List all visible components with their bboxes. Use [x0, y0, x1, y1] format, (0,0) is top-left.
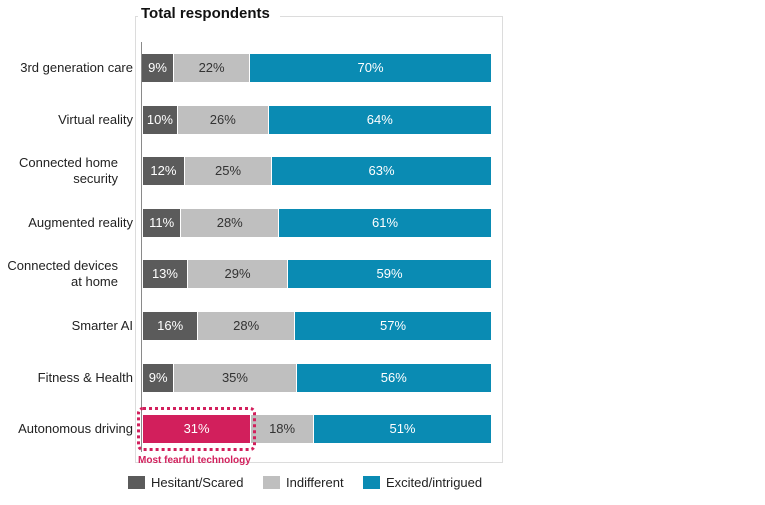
bar-segment-connected-devices-at-home-hesitant-scared: 13%: [142, 260, 187, 289]
bar-segment-autonomous-driving-hesitant-scared: 31%: [142, 415, 251, 444]
bar-segment-connected-home-security-hesitant-scared: 12%: [142, 157, 184, 186]
bar-segment-connected-home-security-indifferent: 25%: [183, 157, 272, 186]
legend-label-excited-intrigued: Excited/intrigued: [386, 475, 483, 490]
bar-segment-augmented-reality-hesitant-scared: 11%: [142, 208, 181, 237]
highlight-box: [137, 407, 257, 452]
bar-segment-augmented-reality-excited-intrigued: 61%: [278, 208, 491, 237]
chart-title: Total respondents: [138, 5, 280, 22]
legend-swatch-indifferent: [263, 476, 280, 489]
bar-segment-connected-devices-at-home-indifferent: 29%: [186, 260, 288, 289]
bar-segment-fitness-health-excited-intrigued: 56%: [295, 363, 491, 392]
category-label-autonomous-driving: Autonomous driving: [18, 421, 133, 437]
category-label-connected-devices-at-home: Connected devices at home: [7, 258, 118, 290]
category-axis-line: [141, 42, 142, 452]
bar-segment-connected-home-security-excited-intrigued: 63%: [271, 157, 491, 186]
bar-segment-virtual-reality-excited-intrigued: 64%: [267, 105, 491, 134]
highlight-annotation: Most fearful technology: [138, 455, 251, 466]
bar-segment-3rd-generation-care-excited-intrigued: 70%: [249, 54, 491, 82]
bar-segment-virtual-reality-indifferent: 26%: [176, 105, 268, 134]
category-label-3rd-generation-care: 3rd generation care: [20, 60, 133, 75]
category-label-virtual-reality: Virtual reality: [58, 111, 133, 127]
bar-segment-fitness-health-indifferent: 35%: [173, 363, 296, 392]
bar-segment-smarter-ai-indifferent: 28%: [197, 312, 295, 340]
bar-segment-augmented-reality-indifferent: 28%: [180, 208, 279, 237]
bar-segment-3rd-generation-care-hesitant-scared: 9%: [142, 54, 174, 82]
legend-swatch-hesitant-scared: [128, 476, 145, 489]
bar-segment-autonomous-driving-excited-intrigued: 51%: [313, 415, 491, 444]
bar-segment-fitness-health-hesitant-scared: 9%: [142, 363, 174, 392]
category-label-fitness-health: Fitness & Health: [37, 369, 133, 385]
legend-label-hesitant-scared: Hesitant/Scared: [151, 475, 244, 490]
bar-segment-smarter-ai-excited-intrigued: 57%: [294, 312, 491, 340]
bar-segment-connected-devices-at-home-excited-intrigued: 59%: [287, 260, 491, 289]
legend-label-indifferent: Indifferent: [286, 475, 344, 490]
category-label-connected-home-security: Connected home security: [18, 155, 118, 187]
category-label-augmented-reality: Augmented reality: [28, 214, 133, 230]
chart-plot-area: [135, 16, 503, 463]
legend-swatch-excited-intrigued: [363, 476, 380, 489]
bar-segment-smarter-ai-hesitant-scared: 16%: [142, 312, 198, 340]
bar-segment-virtual-reality-hesitant-scared: 10%: [142, 105, 177, 134]
category-label-smarter-ai: Smarter AI: [71, 318, 133, 333]
bar-segment-autonomous-driving-indifferent: 18%: [250, 415, 313, 444]
bar-segment-3rd-generation-care-indifferent: 22%: [173, 54, 250, 82]
